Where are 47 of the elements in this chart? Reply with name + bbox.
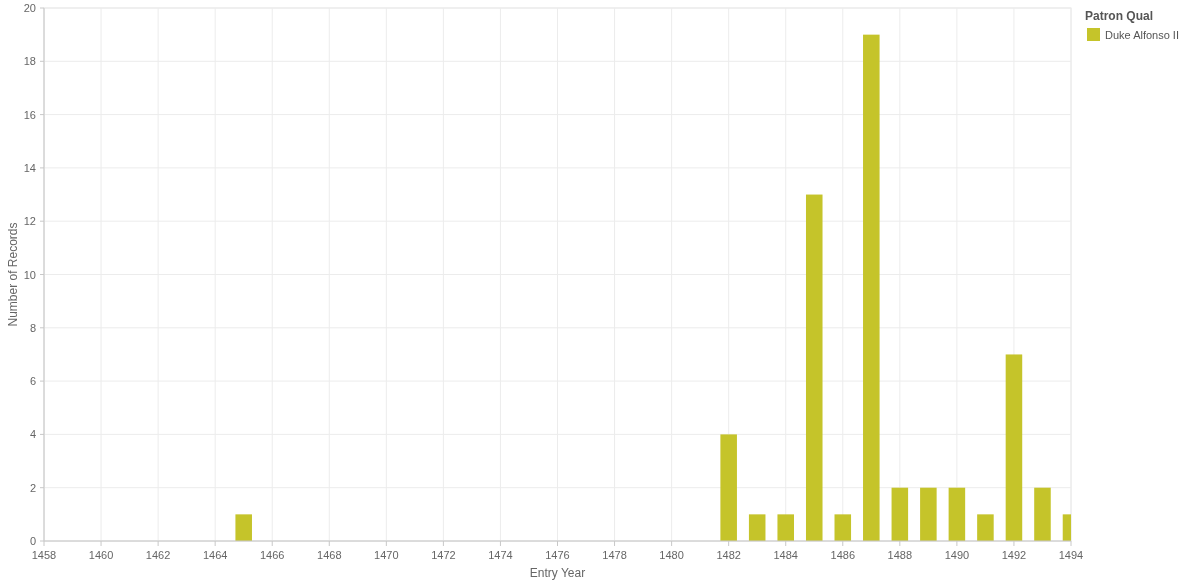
- y-tick-label: 18: [23, 55, 36, 68]
- x-tick-label: 1480: [659, 549, 684, 561]
- legend-title: Patron Qual: [1085, 9, 1154, 23]
- x-tick-label: 1478: [602, 549, 627, 561]
- y-axis-title: Number of Records: [6, 222, 20, 327]
- x-tick-label: 1470: [374, 549, 399, 561]
- x-tick-label: 1464: [202, 549, 228, 561]
- x-tick-label: 1488: [887, 549, 913, 561]
- legend-label: Duke Alfonso II: [1105, 29, 1179, 41]
- x-tick-label: 1474: [488, 549, 513, 561]
- x-tick-label: 1460: [88, 549, 114, 561]
- bar: [1034, 487, 1051, 541]
- bar: [834, 514, 852, 541]
- y-tick-label: 4: [29, 428, 36, 441]
- x-tick-label: 1462: [145, 549, 171, 561]
- bar: [805, 194, 823, 541]
- x-tick-label: 1468: [317, 549, 342, 561]
- y-tick-label: 20: [23, 2, 36, 14]
- bar: [977, 514, 994, 541]
- x-tick-label: 1484: [773, 549, 798, 561]
- bar: [920, 487, 937, 541]
- y-tick-label: 12: [23, 215, 36, 228]
- bar: [777, 514, 794, 541]
- y-tick-label: 10: [23, 268, 36, 281]
- x-tick-label: 1486: [830, 549, 856, 561]
- bar: [720, 434, 737, 541]
- x-tick-label: 1492: [1001, 549, 1027, 561]
- bar: [863, 34, 880, 541]
- x-axis-title: Entry Year: [529, 566, 586, 580]
- x-tick-label: 1466: [259, 549, 285, 561]
- y-tick-label: 8: [29, 321, 36, 334]
- bar: [1005, 354, 1023, 541]
- y-tick-label: 0: [29, 535, 36, 547]
- bar: [891, 487, 909, 541]
- bar: [235, 514, 252, 541]
- bar: [748, 514, 766, 541]
- bar: [948, 487, 966, 541]
- y-tick-label: 14: [23, 161, 36, 174]
- x-tick-label: 1490: [944, 549, 970, 561]
- x-tick-label: 1494: [1058, 549, 1084, 561]
- x-tick-label: 1476: [545, 549, 570, 561]
- y-tick-label: 16: [23, 108, 36, 121]
- y-tick-label: 6: [29, 375, 36, 388]
- y-tick-label: 2: [29, 481, 36, 494]
- x-tick-label: 1472: [431, 549, 456, 561]
- x-tick-label: 1482: [716, 549, 741, 561]
- x-tick-label: 1458: [31, 549, 57, 561]
